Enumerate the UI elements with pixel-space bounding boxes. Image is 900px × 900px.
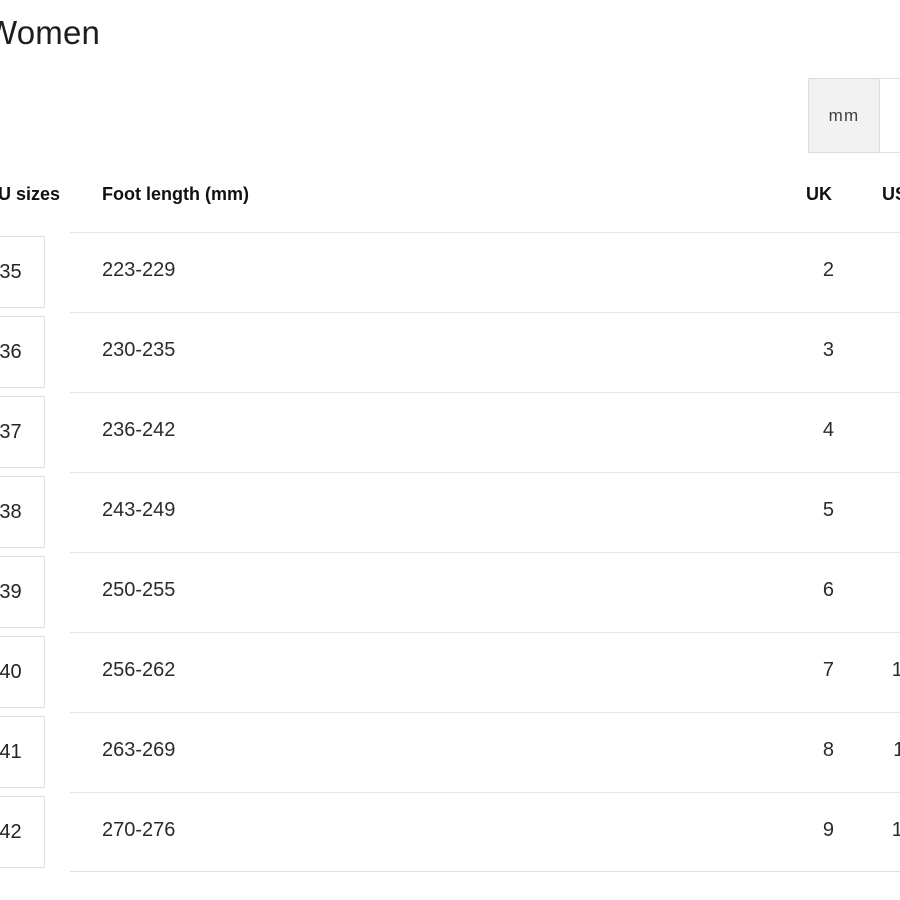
table-body: 35 223-229 2 5 36 230-235 3 6 37 236-242… [0,232,900,872]
cell-foot-length: 223-229 [102,259,176,281]
column-header-uk: UK [806,184,832,204]
unit-option-in[interactable]: in [880,78,900,153]
cell-foot-length: 243-249 [102,499,176,521]
column-header-eu-sizes: EU sizes [0,184,61,204]
cell-uk-size: 3 [822,339,834,361]
measurement-unit-toggle[interactable]: mm in [808,78,900,153]
page-title: Women [0,14,101,51]
table-header-row: EU sizes Foot length (mm) UK US [0,176,900,232]
cell-foot-length: 236-242 [102,419,176,441]
cell-uk-size: 8 [822,739,834,761]
table-row: 38 243-249 5 8 [0,472,900,552]
eu-size-chip[interactable]: 36 [0,316,45,388]
eu-size-chip[interactable]: 41 [0,716,45,788]
table-row: 35 223-229 2 5 [0,232,900,312]
table-row: 42 270-276 9 12 [0,792,900,872]
cell-foot-length: 263-269 [102,739,176,761]
cell-us-size: 6 [882,339,900,362]
cell-us-size: 7 [882,419,900,442]
size-conversion-table: EU sizes Foot length (mm) UK US 35 223-2… [0,176,900,872]
cell-foot-length: 270-276 [102,819,176,841]
cell-uk-size: 4 [822,419,834,441]
cell-uk-size: 7 [822,659,834,681]
eu-size-chip[interactable]: 40 [0,636,45,708]
cell-us-size: 10 [891,659,900,681]
eu-size-chip[interactable]: 35 [0,236,45,308]
table-row: 40 256-262 7 10 [0,632,900,712]
cell-uk-size: 9 [822,819,834,841]
table-row: 39 250-255 6 9 [0,552,900,632]
cell-foot-length: 250-255 [102,579,176,601]
cell-uk-size: 2 [822,259,834,281]
eu-size-chip[interactable]: 38 [0,476,45,548]
unit-option-mm[interactable]: mm [808,78,880,153]
eu-size-chip[interactable]: 37 [0,396,45,468]
cell-us-size: 12 [891,819,900,841]
cell-us-size: 9 [882,579,900,602]
column-header-foot-length: Foot length (mm) [102,184,249,204]
table-row: 37 236-242 4 7 [0,392,900,472]
column-header-us: US [882,184,900,204]
eu-size-chip[interactable]: 39 [0,556,45,628]
cell-uk-size: 6 [822,579,834,601]
table-row: 41 263-269 8 11 [0,712,900,792]
cell-foot-length: 256-262 [102,659,176,681]
cell-us-size: 8 [882,499,900,522]
cell-uk-size: 5 [822,499,834,521]
cell-us-size: 11 [893,739,900,761]
table-row: 36 230-235 3 6 [0,312,900,392]
cell-us-size: 5 [882,259,900,282]
eu-size-chip[interactable]: 42 [0,796,45,868]
cell-foot-length: 230-235 [102,339,176,361]
